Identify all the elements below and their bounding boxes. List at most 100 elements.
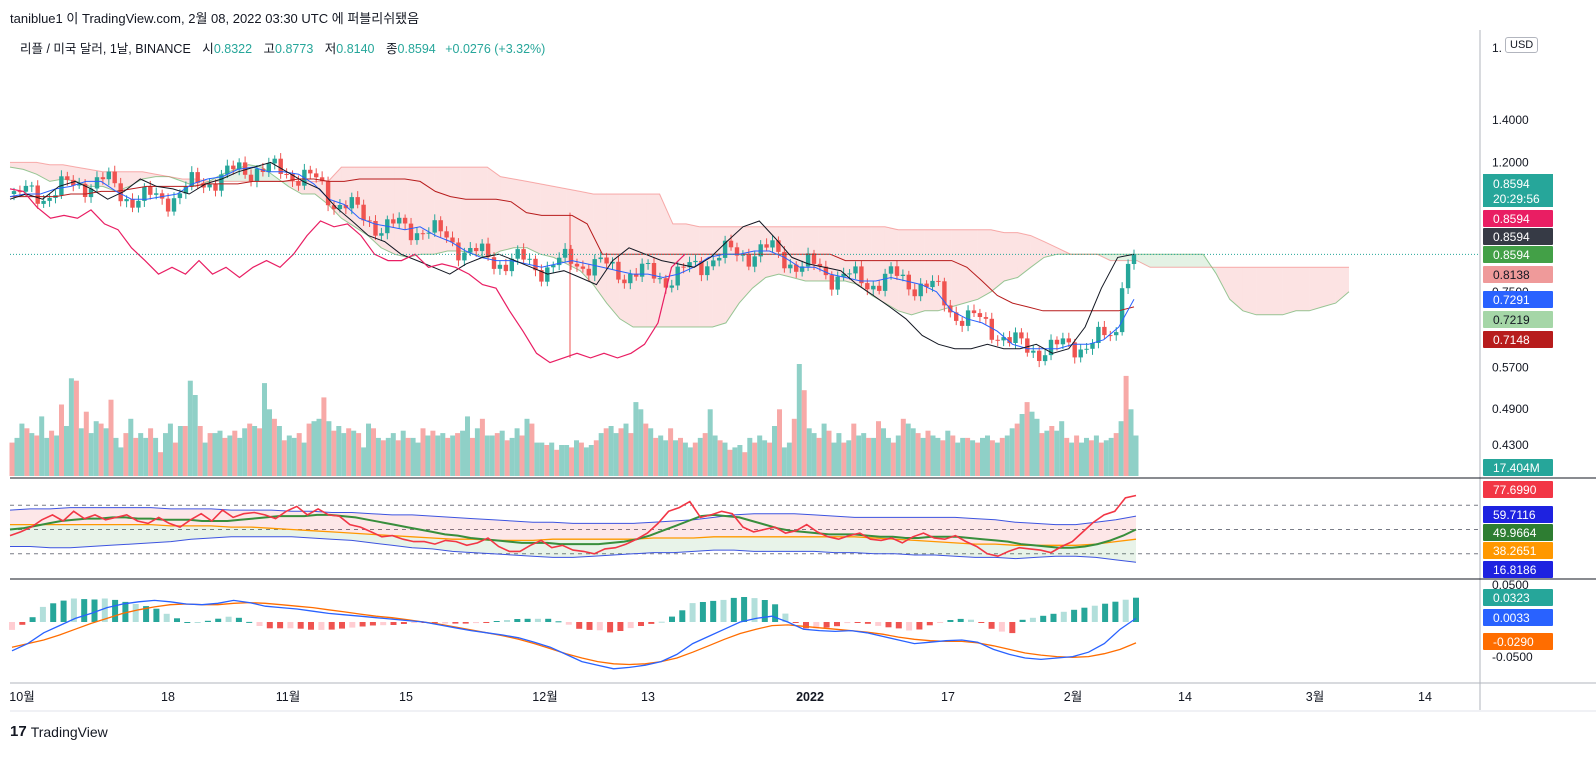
volume-bar [549, 442, 555, 476]
macd-histogram-bar [431, 622, 438, 624]
candle-body [699, 260, 704, 276]
change-value: +0.0276 (+3.32%) [445, 42, 546, 56]
candle-body [509, 258, 514, 272]
macd-histogram-bar [81, 599, 88, 622]
cloud-segment [739, 226, 753, 304]
volume-bar [9, 442, 15, 476]
price-label-text: 0.8594 [1493, 212, 1530, 226]
candle-body [805, 253, 811, 267]
macd-histogram-bar [864, 622, 871, 624]
volume-bar [975, 442, 981, 476]
macd-histogram-bar [452, 622, 459, 624]
volume-bar [158, 452, 163, 476]
brand-footer[interactable]: 17 TradingView [10, 723, 108, 740]
volume-bar [772, 426, 777, 476]
candle-body [557, 257, 562, 266]
candle-body [586, 268, 591, 276]
macd-price-label-bg [1483, 609, 1553, 626]
candle-body [159, 193, 165, 199]
candle-body [782, 251, 787, 269]
volume-bar [430, 430, 436, 476]
symbol-title: 리플 / 미국 달러, 1날, BINANCE [20, 42, 191, 56]
macd-histogram-bar [194, 622, 201, 623]
volume-bar [346, 428, 352, 476]
price-axis-tick: 0.4300 [1492, 438, 1529, 452]
candle-body [882, 273, 888, 291]
candle-body [936, 280, 941, 282]
volume-bar [544, 445, 550, 476]
macd-histogram-bar [854, 622, 861, 623]
volume-bar [678, 437, 683, 476]
cloud-segment [367, 167, 382, 248]
cloud-segment [1309, 267, 1323, 311]
volume-bar [633, 402, 639, 476]
cloud-segment [752, 226, 766, 289]
macd-histogram-bar [947, 620, 954, 622]
cloud-segment [924, 229, 939, 311]
volume-bar [593, 440, 599, 476]
candle-body [266, 163, 271, 173]
price-label-bg [1483, 291, 1553, 308]
currency-button[interactable]: USD [1505, 37, 1539, 53]
candle-body [308, 169, 313, 174]
candle-body [1114, 332, 1119, 336]
low-label: 저 [324, 42, 337, 56]
cloud-segment [938, 229, 952, 311]
macd-histogram-bar [504, 620, 510, 622]
candle-body [296, 180, 301, 186]
macd-histogram-bar [596, 622, 603, 631]
volume-bar [692, 442, 698, 476]
volume-bar [1014, 423, 1020, 476]
volume-bar [712, 435, 718, 476]
rsi-line [9, 494, 1137, 558]
volume-bar [336, 426, 342, 476]
candle-body [479, 243, 485, 252]
volume-bar [965, 437, 971, 476]
macd-histogram-bar [39, 606, 46, 622]
rsi-price-label-bg [1483, 561, 1553, 578]
volume-bar [450, 435, 456, 476]
candle-body [485, 243, 491, 258]
volume-bar [638, 409, 644, 476]
volume-bar [202, 442, 208, 476]
macd-histogram-bar [586, 622, 593, 630]
kijun-sen-line [10, 178, 1135, 312]
candle-body [1102, 326, 1107, 336]
cloud-segment [871, 226, 885, 304]
volume-bar [356, 433, 362, 476]
cloud-segment [553, 186, 567, 264]
volume-bar [1128, 409, 1134, 476]
rsi-price-label-bg [1483, 524, 1553, 541]
volume-bar [717, 440, 723, 476]
time-axis-tick: 15 [399, 690, 413, 704]
candle-body [148, 186, 153, 195]
candle-body [1131, 254, 1137, 264]
candle-body [728, 240, 734, 248]
volume-bar [148, 428, 154, 476]
volume-bar [237, 437, 243, 476]
cloud-segment [1110, 254, 1124, 261]
price-label-bg [1483, 246, 1553, 263]
volume-bar [49, 430, 55, 476]
volume-bar [331, 430, 337, 476]
rsi-price-label-bg [1483, 542, 1553, 559]
volume-bar [1049, 426, 1055, 476]
candle-body [669, 285, 674, 288]
close-value: 0.8594 [397, 42, 436, 56]
candle-body [35, 185, 40, 204]
volume-bar [1034, 418, 1040, 476]
tradingview-logo-icon: 17 [10, 723, 27, 740]
volume-bar [851, 423, 857, 476]
candle-body [954, 312, 959, 321]
rsi-lower-band [10, 536, 1137, 563]
candle-body [533, 258, 538, 271]
candle-body [171, 198, 177, 212]
volume-bar [68, 378, 74, 476]
candle-body [1060, 338, 1066, 345]
macd-histogram-bar [1091, 605, 1098, 622]
volume-bar [752, 442, 758, 476]
candle-body [1066, 338, 1071, 343]
price-label-text: 0.8594 [1493, 248, 1530, 262]
